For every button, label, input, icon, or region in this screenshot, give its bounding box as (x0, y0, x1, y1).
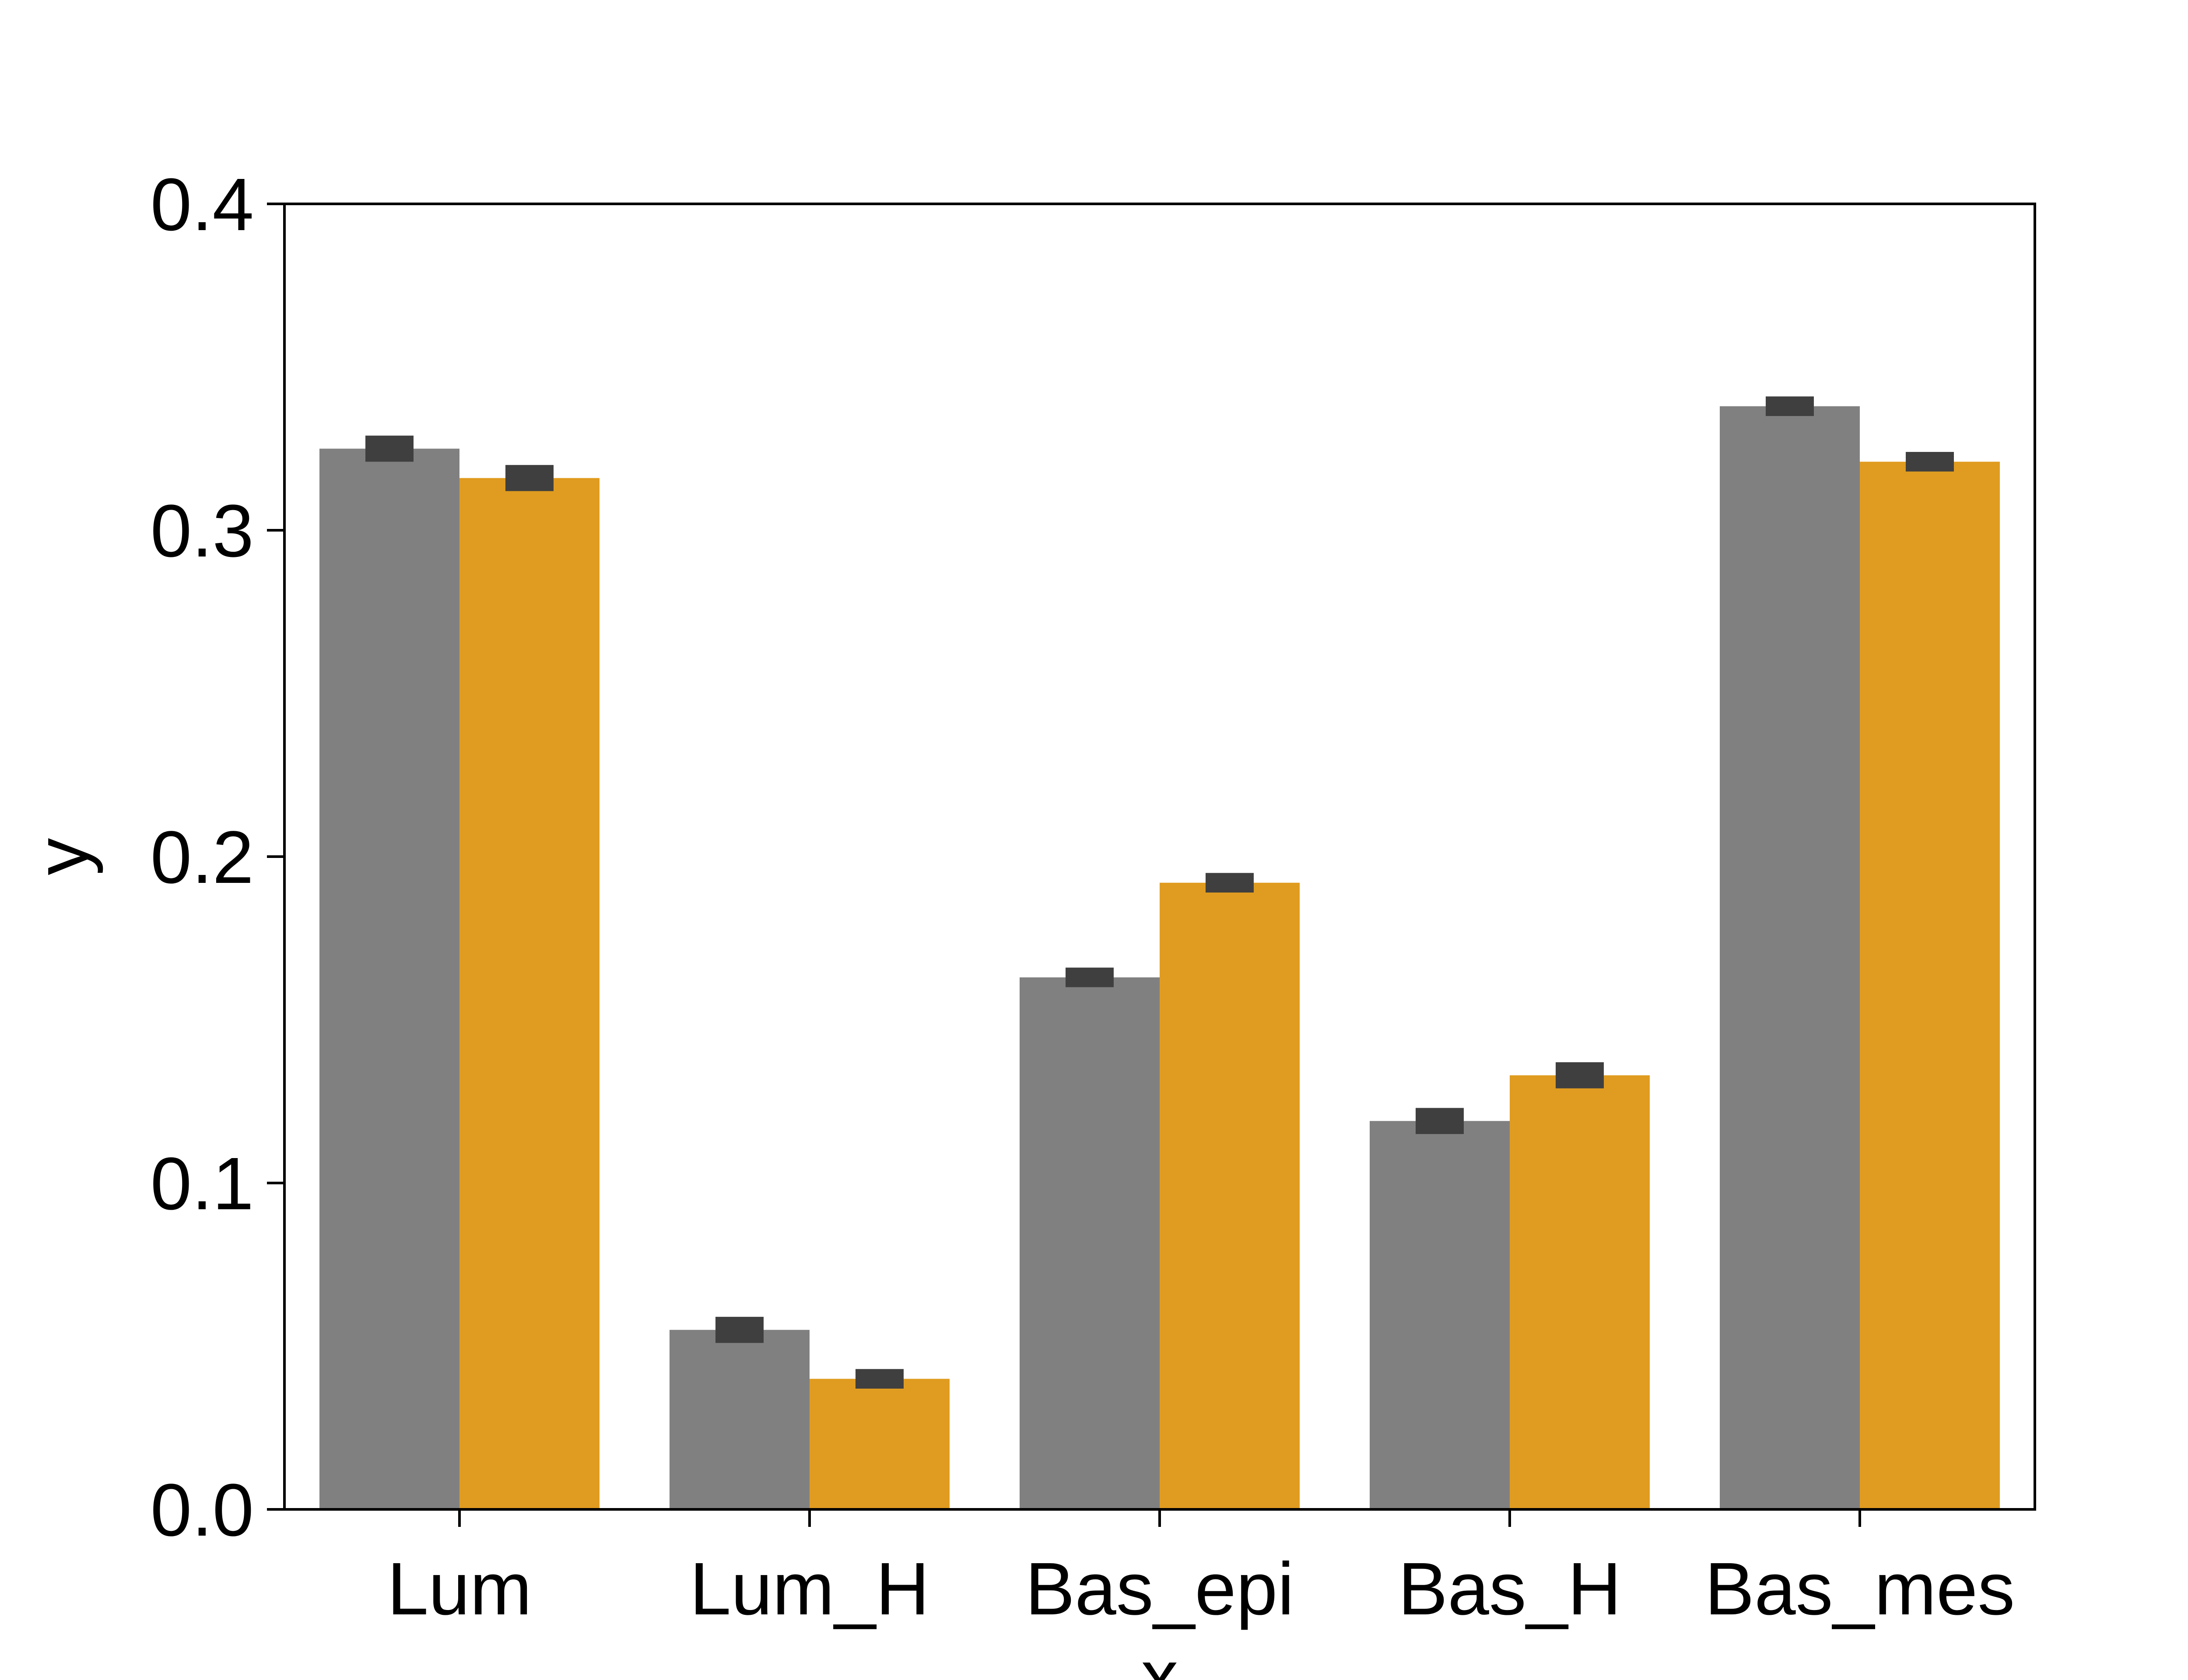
y-tick-label: 0.0 (151, 1469, 254, 1552)
error-bar (1556, 1062, 1604, 1088)
error-bar (1206, 873, 1254, 893)
x-axis-label: x (1141, 1635, 1178, 1680)
error-bar (365, 435, 414, 462)
x-tick-label: Lum (387, 1547, 532, 1631)
bar-bas-h-series-1 (1370, 1121, 1510, 1509)
bar-bas-h-series-2 (1510, 1075, 1650, 1509)
error-bars-layer (365, 396, 1954, 1389)
error-bar (856, 1369, 904, 1389)
bar-lum-series-1 (319, 448, 459, 1509)
bars-layer (319, 406, 2000, 1510)
x-tick-label: Bas_epi (1025, 1547, 1294, 1631)
y-axis: 0.0 0.1 0.2 0.3 0.4 (151, 163, 284, 1552)
error-bar (1906, 452, 1954, 472)
x-axis: Lum Lum_H Bas_epi Bas_H Bas_mes (387, 1509, 2015, 1631)
y-tick-label: 0.2 (151, 816, 254, 899)
y-tick-label: 0.4 (151, 163, 254, 246)
y-tick-label: 0.3 (151, 490, 254, 573)
y-axis-label: y (21, 838, 104, 875)
bar-bas-epi-series-1 (1020, 977, 1160, 1509)
error-bar (715, 1316, 764, 1343)
bar-bas-mes-series-1 (1720, 406, 1860, 1509)
x-tick-label: Lum_H (690, 1547, 929, 1631)
y-tick-label: 0.1 (151, 1142, 254, 1225)
error-bar (1766, 396, 1814, 416)
error-bar (505, 465, 554, 491)
bar-lum-h-series-2 (810, 1379, 950, 1509)
bar-lum-h-series-1 (670, 1330, 810, 1509)
error-bar (1066, 967, 1114, 987)
error-bar (1416, 1108, 1464, 1134)
x-tick-label: Bas_mes (1705, 1547, 2015, 1631)
bar-bas-epi-series-2 (1160, 882, 1300, 1509)
bar-bas-mes-series-2 (1860, 462, 2000, 1510)
x-tick-label: Bas_H (1398, 1547, 1621, 1631)
bar-lum-series-2 (459, 478, 600, 1509)
